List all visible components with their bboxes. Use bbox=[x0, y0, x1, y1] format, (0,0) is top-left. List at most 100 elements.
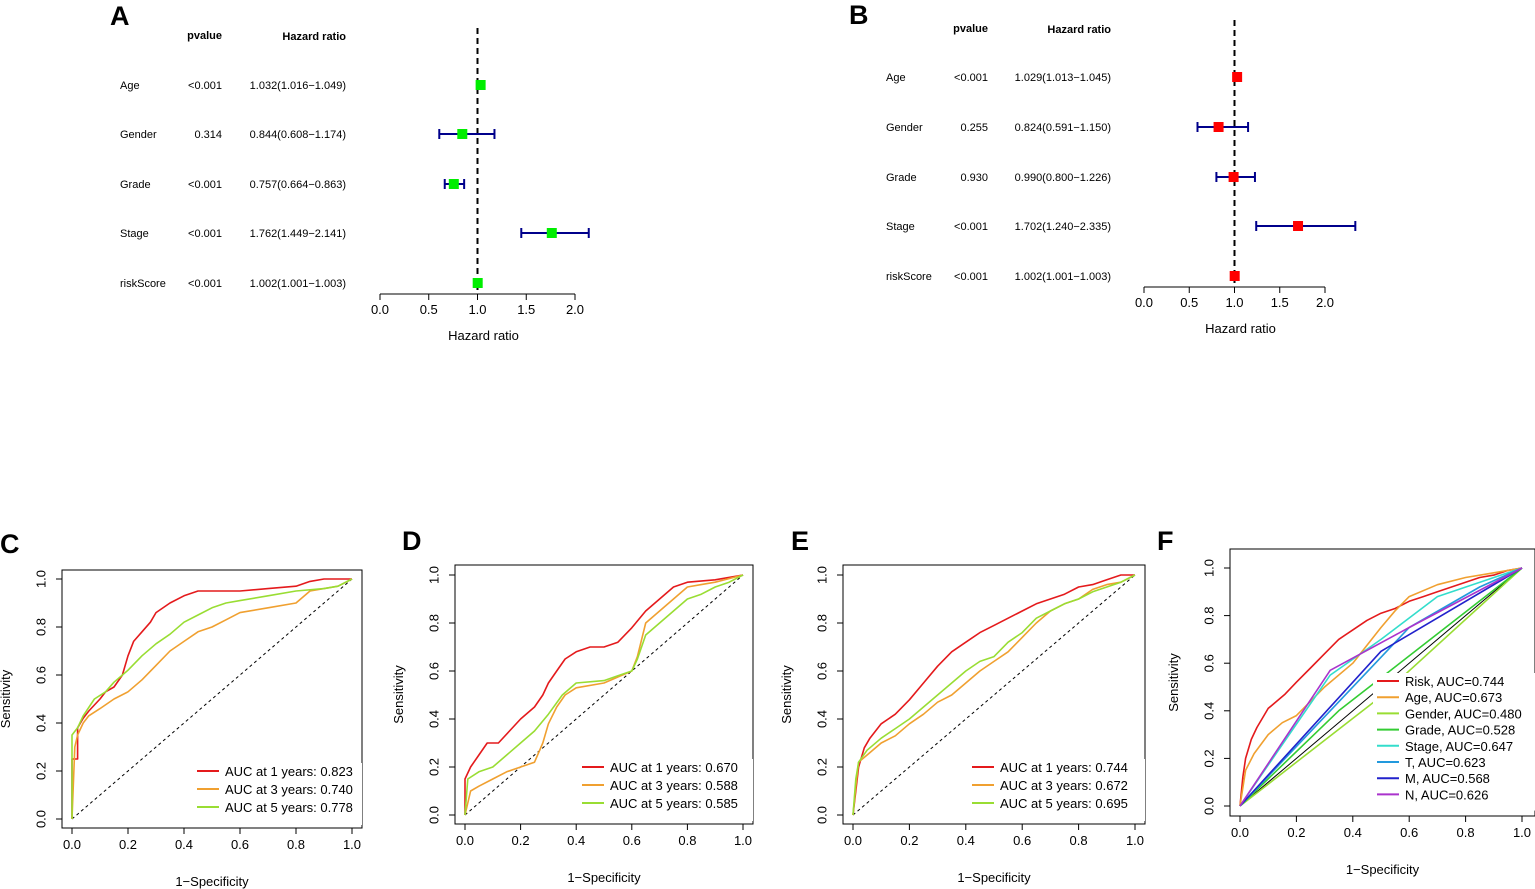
row-label: Stage bbox=[886, 221, 915, 233]
row-label: Stage bbox=[120, 228, 149, 240]
row-pvalue: <0.001 bbox=[188, 228, 222, 240]
hazard-ratio-header: Hazard ratio bbox=[1047, 24, 1111, 36]
row-hazard-ratio: 1.702(1.240−2.335) bbox=[1015, 221, 1111, 233]
x-axis-title: 1−Specificity bbox=[567, 870, 641, 885]
diagonal-line bbox=[852, 574, 1136, 816]
y-tick-label: 0.2 bbox=[426, 758, 441, 776]
legend-label: Gender, AUC=0.480 bbox=[1405, 706, 1522, 721]
legend-label: M, AUC=0.568 bbox=[1405, 771, 1490, 786]
legend-label: Grade, AUC=0.528 bbox=[1405, 723, 1515, 738]
x-tick-label: 1.5 bbox=[517, 302, 535, 317]
y-tick-label: 1.0 bbox=[33, 570, 48, 588]
x-tick-label: 0.4 bbox=[957, 833, 975, 848]
y-tick-label: 0.8 bbox=[33, 618, 48, 636]
legend-label: T, AUC=0.623 bbox=[1405, 755, 1486, 770]
roc-curve bbox=[71, 578, 352, 819]
x-tick-label: 0.8 bbox=[1070, 833, 1088, 848]
roc-curve bbox=[1239, 567, 1523, 807]
y-tick-label: 0.6 bbox=[426, 662, 441, 680]
roc-curve bbox=[1239, 567, 1523, 807]
x-tick-label: 0.6 bbox=[623, 833, 641, 848]
roc-curve bbox=[1239, 567, 1523, 807]
row-label: Age bbox=[120, 80, 140, 92]
x-tick-label: 1.0 bbox=[1513, 825, 1531, 840]
row-hazard-ratio: 0.824(0.591−1.150) bbox=[1015, 122, 1111, 134]
hr-marker bbox=[1229, 271, 1240, 281]
legend-label: AUC at 3 years: 0.672 bbox=[1000, 778, 1128, 793]
hr-marker bbox=[1213, 122, 1224, 132]
y-tick-label: 0.4 bbox=[33, 714, 48, 732]
roc-curve bbox=[1239, 567, 1523, 807]
x-tick-label: 0.2 bbox=[1287, 825, 1305, 840]
panel-letter: E bbox=[791, 526, 809, 556]
y-axis-title: Sensitivity bbox=[0, 669, 13, 728]
x-axis-title: Hazard ratio bbox=[448, 328, 519, 343]
hr-marker bbox=[457, 129, 468, 139]
row-label: Grade bbox=[120, 179, 151, 191]
legend-box bbox=[968, 759, 1145, 821]
x-tick-label: 0.0 bbox=[456, 833, 474, 848]
x-tick-label: 0.2 bbox=[900, 833, 918, 848]
x-tick-label: 0.0 bbox=[1231, 825, 1249, 840]
roc-curve bbox=[852, 574, 1135, 816]
x-tick-label: 1.0 bbox=[1126, 833, 1144, 848]
legend-label: AUC at 3 years: 0.588 bbox=[610, 778, 738, 793]
row-pvalue: <0.001 bbox=[188, 179, 222, 191]
diagonal-line bbox=[71, 578, 353, 820]
row-pvalue: <0.001 bbox=[188, 278, 222, 290]
legend-label: AUC at 5 years: 0.778 bbox=[225, 800, 353, 815]
legend-box bbox=[1373, 673, 1535, 811]
row-pvalue: 0.255 bbox=[960, 122, 988, 134]
y-tick-label: 1.0 bbox=[426, 566, 441, 584]
y-axis-title: Sensitivity bbox=[1166, 653, 1181, 712]
legend-label: Stage, AUC=0.647 bbox=[1405, 739, 1513, 754]
x-tick-label: 0.8 bbox=[287, 837, 305, 852]
panel-letter: D bbox=[402, 526, 422, 556]
row-label: Gender bbox=[886, 122, 923, 134]
x-tick-label: 0.0 bbox=[844, 833, 862, 848]
plot-frame bbox=[61, 569, 363, 829]
diagonal-line bbox=[464, 574, 744, 816]
panel-letter: F bbox=[1157, 526, 1174, 556]
y-tick-label: 0.0 bbox=[33, 810, 48, 828]
x-tick-label: 1.0 bbox=[1225, 295, 1243, 310]
x-tick-label: 0.8 bbox=[678, 833, 696, 848]
legend-label: Age, AUC=0.673 bbox=[1405, 690, 1502, 705]
y-tick-label: 0.2 bbox=[814, 758, 829, 776]
row-label: Grade bbox=[886, 172, 917, 184]
x-tick-label: 0.5 bbox=[420, 302, 438, 317]
panel-letter: B bbox=[849, 0, 869, 30]
row-hazard-ratio: 1.029(1.013−1.045) bbox=[1015, 72, 1111, 84]
hr-marker bbox=[1232, 72, 1243, 82]
x-axis-title: 1−Specificity bbox=[957, 870, 1031, 885]
y-tick-label: 0.4 bbox=[1201, 702, 1216, 720]
panel-letter: A bbox=[110, 1, 130, 31]
x-tick-label: 0.0 bbox=[63, 837, 81, 852]
x-axis-title: Hazard ratio bbox=[1205, 321, 1276, 336]
x-tick-label: 0.6 bbox=[1013, 833, 1031, 848]
legend-label: AUC at 5 years: 0.695 bbox=[1000, 796, 1128, 811]
row-pvalue: 0.314 bbox=[194, 129, 222, 141]
y-tick-label: 0.8 bbox=[426, 614, 441, 632]
pvalue-header: pvalue bbox=[953, 23, 988, 35]
row-label: Gender bbox=[120, 129, 157, 141]
row-pvalue: <0.001 bbox=[954, 271, 988, 283]
y-tick-label: 1.0 bbox=[1201, 559, 1216, 577]
x-tick-label: 1.5 bbox=[1271, 295, 1289, 310]
row-label: riskScore bbox=[886, 271, 932, 283]
roc-curve bbox=[71, 578, 353, 820]
roc-curve bbox=[464, 574, 744, 816]
y-tick-label: 0.2 bbox=[1201, 749, 1216, 767]
hr-marker bbox=[475, 80, 486, 90]
legend-label: AUC at 3 years: 0.740 bbox=[225, 782, 353, 797]
roc-curve bbox=[852, 574, 1136, 816]
roc-curve bbox=[1239, 567, 1523, 807]
y-tick-label: 0.8 bbox=[814, 614, 829, 632]
y-tick-label: 0.0 bbox=[426, 806, 441, 824]
y-axis-title: Sensitivity bbox=[779, 665, 794, 724]
row-label: riskScore bbox=[120, 278, 166, 290]
x-tick-label: 0.6 bbox=[231, 837, 249, 852]
row-pvalue: <0.001 bbox=[954, 72, 988, 84]
x-tick-label: 0.0 bbox=[371, 302, 389, 317]
x-tick-label: 2.0 bbox=[1316, 295, 1334, 310]
